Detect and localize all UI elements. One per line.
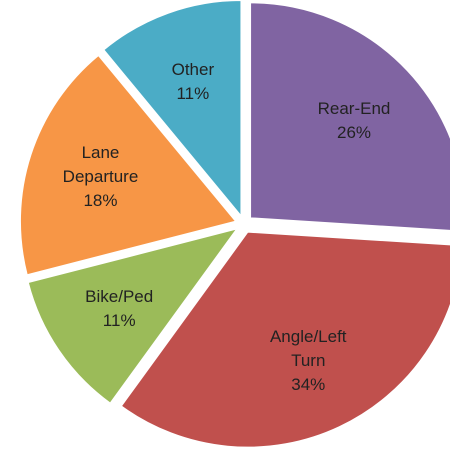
value-label: 11% — [102, 310, 136, 330]
slice-label: Bike/Ped 11% — [69, 285, 169, 333]
pie-slice — [20, 54, 237, 276]
category-label: Angle/Left Turn — [269, 326, 347, 370]
slice-label: Lane Departure 18% — [50, 141, 150, 213]
slice-label: Rear-End 26% — [304, 97, 404, 145]
value-label: 18% — [83, 191, 118, 211]
pie-slice — [250, 2, 450, 231]
pie-slice — [120, 231, 450, 448]
category-label: Rear-End — [317, 98, 391, 118]
pie-slice — [27, 228, 238, 404]
slice-label: Other 11% — [143, 58, 243, 106]
pie-slice — [103, 0, 242, 217]
category-label: Lane Departure — [62, 143, 139, 187]
category-label: Bike/Ped — [85, 286, 154, 306]
value-label: 11% — [176, 84, 210, 104]
value-label: 26% — [336, 122, 372, 142]
category-label: Other — [171, 60, 215, 80]
slice-label: Angle/Left Turn 34% — [258, 325, 358, 397]
value-label: 34% — [291, 374, 326, 394]
